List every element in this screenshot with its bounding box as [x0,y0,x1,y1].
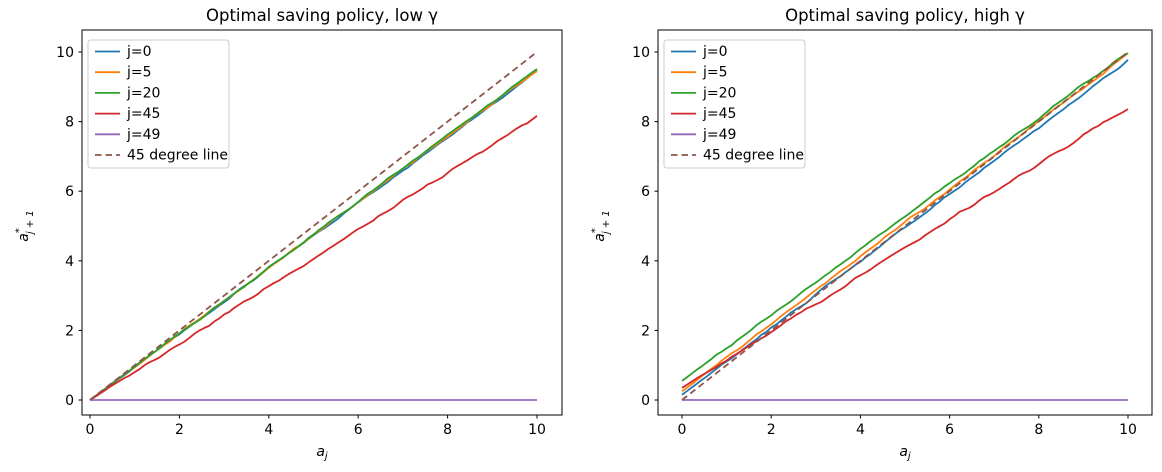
legend-label: 45 degree line [703,148,804,164]
legend-label: j=5 [702,65,728,81]
legend-label: j=0 [126,44,152,60]
series-line-j-20 [89,68,538,401]
y-tick-label: 0 [641,393,650,409]
y-tick-label: 4 [65,254,74,270]
chart-title-high-gamma: Optimal saving policy, high γ [785,6,1025,25]
x-tick-label: 6 [945,422,954,438]
legend-label: j=49 [126,127,160,143]
y-tick-label: 10 [56,45,74,61]
legend: j=0 j=5 j=20 j=45 j=49 45 degree line [663,39,806,169]
x-tick-label: 2 [767,422,776,438]
y-axis-label: a*j + 1 [590,210,612,241]
x-tick-label: 0 [86,422,95,438]
x-tick-label: 4 [264,422,273,438]
y-tick-label: 4 [641,254,650,270]
legend-box [663,39,806,169]
x-axis-label: aj [316,444,328,462]
x-tick-label: 2 [175,422,184,438]
legend-label: j=45 [702,106,736,122]
x-tick-label: 6 [354,422,363,438]
series-line-j-5 [681,52,1129,393]
x-tick-label: 8 [443,422,452,438]
axes-frame [657,29,1153,416]
chart-low-gamma: Optimal saving policy, low γ 0 2 4 6 8 10 0 2 4 6 8… [14,6,563,462]
legend-label: 45 degree line [127,148,228,164]
y-tick-label: 10 [632,45,650,61]
legend-label: j=20 [702,85,736,101]
x-tick-label: 10 [1119,422,1137,438]
series-line-j-0 [681,59,1129,396]
legend-box [87,39,230,169]
x-tick-label: 8 [1034,422,1043,438]
series-line-j-20 [681,52,1129,382]
x-tick-label: 10 [528,422,546,438]
legend-label: j=5 [126,65,152,81]
legend-label: j=45 [126,106,160,122]
chart-title-low-gamma: Optimal saving policy, low γ [206,6,438,25]
legend-label: j=0 [702,44,728,60]
y-tick-label: 0 [65,393,74,409]
x-tick-label: 4 [856,422,865,438]
y-tick-label: 6 [641,184,650,200]
y-axis-label: a*j + 1 [14,210,36,241]
y-tick-label: 6 [65,184,74,200]
chart-high-gamma: Optimal saving policy, high γ 0 2 4 6 8 10 0 2 4 6… [590,6,1153,462]
legend-label: j=49 [702,127,736,143]
legend: j=0 j=5 j=20 j=45 j=49 45 degree line [87,39,230,169]
axes-frame [81,29,563,416]
x-axis-label: aj [899,444,911,462]
series-line-j-45 [89,115,538,401]
y-tick-label: 8 [65,115,74,131]
legend-label: j=20 [126,85,160,101]
y-tick-label: 2 [641,323,650,339]
x-tick-label: 0 [678,422,687,438]
y-tick-label: 8 [641,115,650,131]
y-tick-label: 2 [65,323,74,339]
